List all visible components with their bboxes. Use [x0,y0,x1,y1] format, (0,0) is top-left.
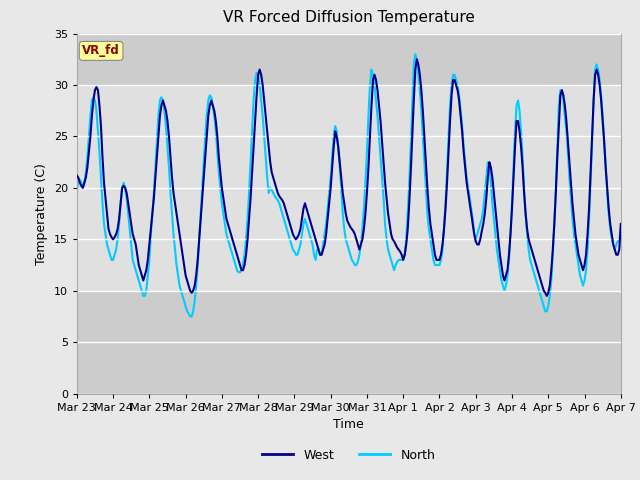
North [186,313,194,319]
West [73,173,81,179]
North [617,226,625,232]
Bar [77,291,621,394]
North [554,144,561,150]
North [88,97,96,103]
North [412,51,419,57]
West [88,113,96,119]
Line: North: North [77,54,621,316]
West [543,293,550,299]
Text: VR_fd: VR_fd [82,44,120,58]
North [73,190,81,196]
West [554,154,561,160]
Line: West: West [77,60,621,296]
West [401,252,408,258]
West [415,61,422,67]
X-axis label: Time: Time [333,418,364,431]
Bar [77,85,621,291]
North [416,87,424,93]
Bar [77,34,621,85]
Y-axis label: Temperature (C): Temperature (C) [35,163,48,264]
North [384,247,392,252]
West [174,221,182,227]
North [403,237,410,242]
Legend: West, North: West, North [257,444,440,467]
North [174,273,182,278]
West [617,221,625,227]
West [413,57,420,62]
West [383,195,390,201]
Title: VR Forced Diffusion Temperature: VR Forced Diffusion Temperature [223,11,475,25]
